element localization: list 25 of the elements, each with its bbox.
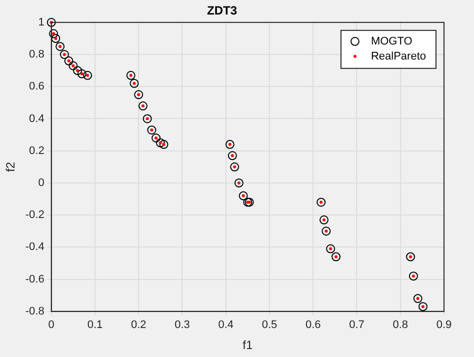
y-tick-label: 0.8 bbox=[29, 48, 44, 61]
x-tick-label: 0.2 bbox=[130, 319, 146, 332]
x-tick-label: 0.9 bbox=[436, 319, 452, 332]
x-tick-label: 0 bbox=[48, 319, 54, 332]
legend-label: RealPareto bbox=[370, 50, 426, 62]
y-tick-label: -0.4 bbox=[25, 241, 44, 254]
y-tick-label: -0.8 bbox=[25, 305, 44, 318]
x-tick-label: 0.6 bbox=[305, 319, 321, 332]
x-axis-title: f1 bbox=[242, 338, 254, 352]
x-tick-label: 0.8 bbox=[392, 319, 408, 332]
legend-label: MOGTO bbox=[370, 35, 413, 48]
y-axis-title: f2 bbox=[4, 162, 18, 172]
y-tick-label: -0.6 bbox=[25, 273, 44, 286]
y-tick-label: 0.4 bbox=[29, 112, 44, 125]
y-tick-label: 0 bbox=[38, 176, 44, 189]
y-tick-label: -0.2 bbox=[25, 209, 44, 222]
chart-title: ZDT3 bbox=[207, 4, 238, 18]
y-tick-label: 0.2 bbox=[29, 144, 44, 157]
x-tick-label: 0.7 bbox=[349, 319, 364, 332]
x-tick-label: 0.1 bbox=[87, 319, 103, 332]
y-tick-label: 0.6 bbox=[29, 80, 44, 93]
y-tick-label: 1 bbox=[38, 16, 44, 28]
x-tick-label: 0.5 bbox=[262, 319, 278, 332]
x-tick-label: 0.4 bbox=[218, 319, 234, 332]
x-tick-label: 0.3 bbox=[174, 319, 190, 332]
